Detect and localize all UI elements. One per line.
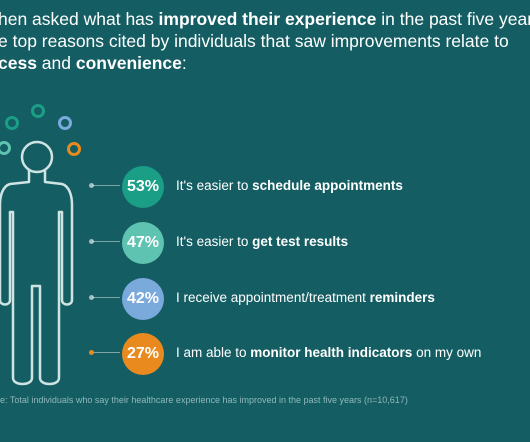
percent-circle: 47%: [122, 222, 164, 264]
percent-circle: 53%: [122, 166, 164, 208]
headline-line-3: cess and convenience:: [0, 53, 187, 73]
connector-line: [89, 295, 120, 300]
thought-bubble-icon: [0, 104, 81, 156]
reason-label: It's easier to schedule appointments: [176, 178, 403, 193]
connector-line: [89, 183, 120, 188]
percent-circle: 27%: [122, 333, 164, 375]
percent-circle: 42%: [122, 278, 164, 320]
person-outline-icon: [0, 140, 74, 386]
connector-line: [89, 350, 120, 355]
connector-dot: [89, 239, 94, 244]
reason-label: It's easier to get test results: [176, 234, 349, 249]
reason-label: I receive appointment/treatment reminder…: [176, 290, 435, 305]
footnote: e: Total individuals who say their healt…: [0, 395, 408, 405]
reason-label: I am able to monitor health indicators o…: [176, 345, 482, 360]
connector-line: [89, 239, 120, 244]
person-illustration: [0, 104, 81, 386]
connector-dot: [89, 350, 94, 355]
headline-line-1: hen asked what has improved their experi…: [0, 9, 530, 29]
headline: hen asked what has improved their experi…: [0, 8, 530, 74]
connector-dot: [89, 295, 94, 300]
headline-line-2: e top reasons cited by individuals that …: [0, 31, 509, 51]
connector-dot: [89, 183, 94, 188]
